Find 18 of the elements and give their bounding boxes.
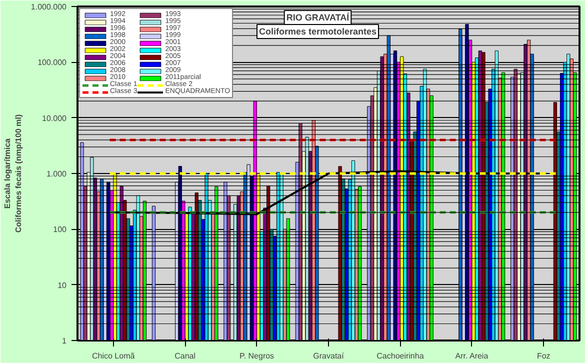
x-tick-label: Foz bbox=[536, 352, 550, 360]
text: Escala logarítmica bbox=[3, 138, 12, 209]
y-tick-label: 1.000.000 bbox=[30, 2, 68, 12]
text: Coliformes termotolerantes bbox=[258, 26, 377, 36]
text: RIO GRAVATAÍ bbox=[286, 12, 350, 22]
y-tick-label: 100 bbox=[53, 225, 68, 234]
y-tick-label: 1 bbox=[62, 336, 68, 346]
y-tick-label: 10.000 bbox=[42, 114, 68, 123]
y-tick-label: 10 bbox=[58, 280, 68, 290]
y-tick-label: 1.000 bbox=[46, 170, 68, 178]
x-tick-label: Canal bbox=[174, 352, 196, 360]
x-tick-label: Gravataí bbox=[313, 352, 345, 360]
x-tick-label: Cachoeirinha bbox=[376, 352, 424, 360]
y-tick-label: 100.000 bbox=[38, 58, 68, 68]
x-tick-label: P. Negros bbox=[240, 352, 274, 360]
y-axis-title: Coliformes fecais (nmp/100 ml) bbox=[14, 114, 23, 233]
x-tick-label: Arr. Areia bbox=[455, 352, 489, 360]
x-tick-label: Chico Lomã bbox=[92, 352, 136, 360]
